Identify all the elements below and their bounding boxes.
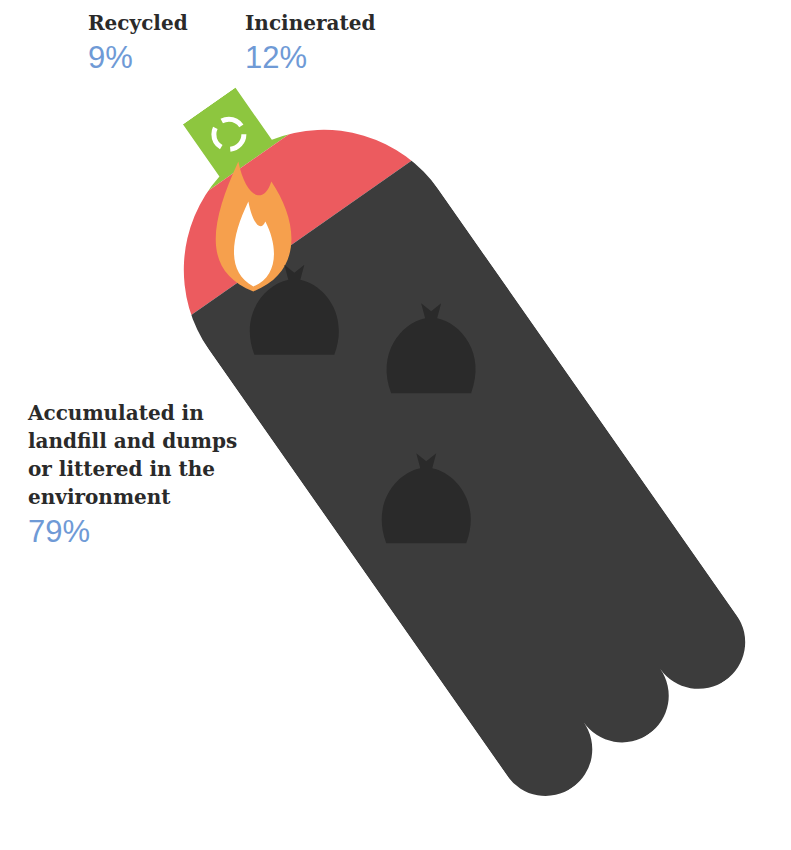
bag-shape xyxy=(382,453,471,543)
flame-outer xyxy=(216,161,292,291)
bag-icon xyxy=(382,453,471,543)
bag-shape xyxy=(387,303,476,393)
category-label: Accumulated in landfill and dumps or litte… xyxy=(27,401,237,509)
label-line: environment xyxy=(28,485,171,509)
label-line: Accumulated in xyxy=(27,401,204,425)
segment xyxy=(170,146,780,826)
bag-icon xyxy=(250,265,339,355)
category-label: Incinerated xyxy=(245,11,375,35)
value-label: 9% xyxy=(88,40,133,75)
chart: Recycled 9% Incinerated 12% Accumulated in la… xyxy=(0,0,791,850)
value-label: 79% xyxy=(28,514,90,549)
flame-inner xyxy=(234,201,274,286)
recycle-ring xyxy=(214,119,244,149)
flame-icon xyxy=(216,161,292,291)
category-label: Recycled xyxy=(88,11,188,35)
label-line: or littered in the xyxy=(28,457,215,481)
bag-shape xyxy=(250,265,339,355)
label-line: landfill and dumps xyxy=(28,429,237,453)
bag-icon xyxy=(387,303,476,393)
value-label: 12% xyxy=(245,40,307,75)
recycle-icon xyxy=(214,119,244,149)
